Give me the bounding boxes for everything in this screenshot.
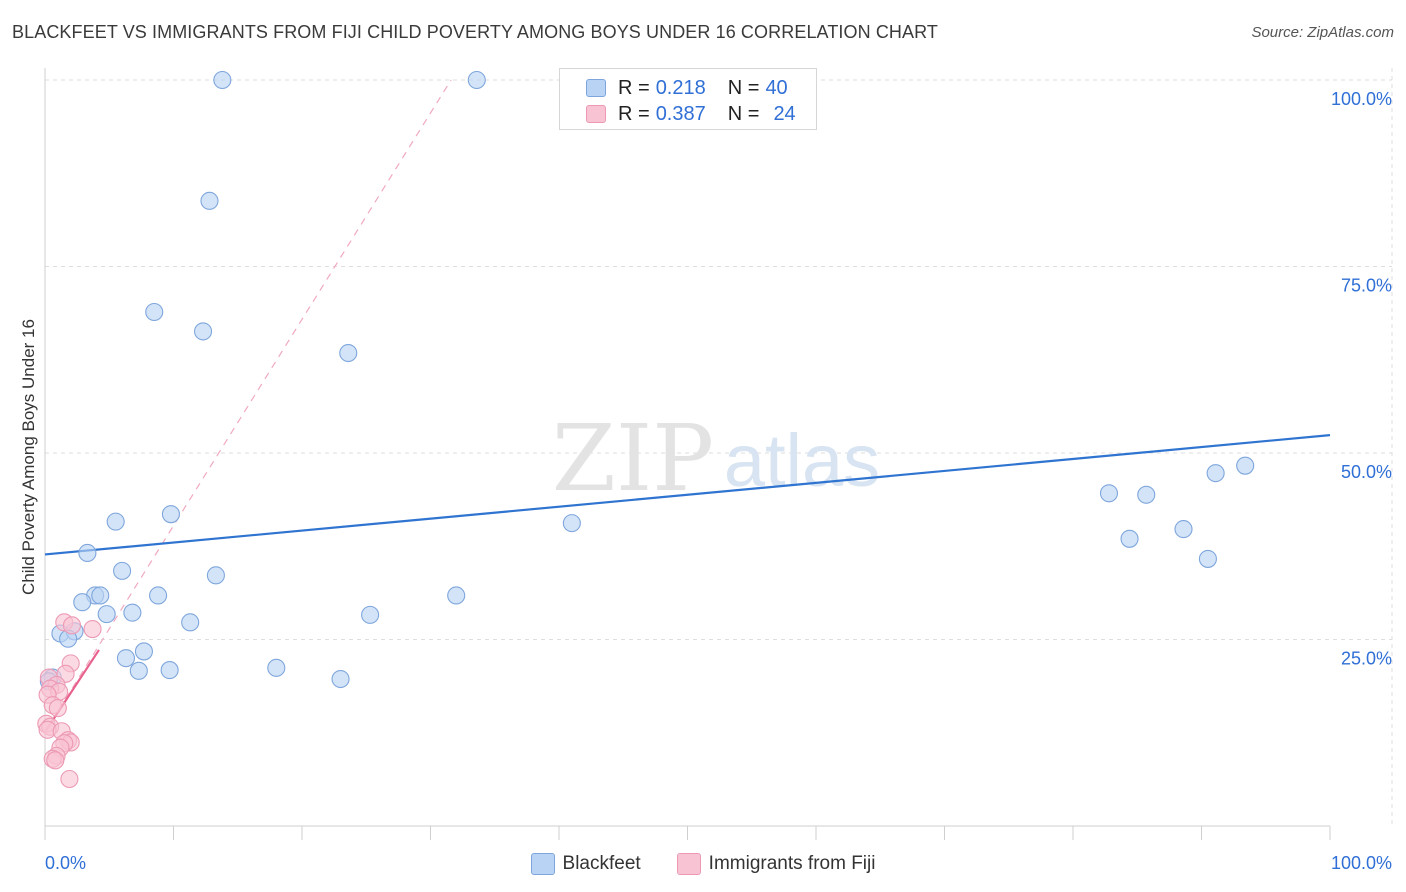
legend-n-value: 40 xyxy=(765,76,788,99)
point-blackfeet xyxy=(206,566,225,585)
point-blackfeet xyxy=(1137,485,1156,504)
point-blackfeet xyxy=(149,586,168,605)
legend-swatch-blackfeet xyxy=(586,79,606,97)
legend-n-value: 24 xyxy=(773,102,796,125)
point-blackfeet xyxy=(1198,549,1217,568)
point-blackfeet xyxy=(213,70,232,90)
legend-item-blackfeet[interactable]: Blackfeet xyxy=(530,853,641,875)
legend-r-label: R = xyxy=(618,76,650,99)
point-blackfeet xyxy=(339,343,358,363)
y-tick-label: 100.0% xyxy=(1331,89,1392,109)
chart-title: BLACKFEET VS IMMIGRANTS FROM FIJI CHILD … xyxy=(12,22,938,42)
x-tick-label: 0.0% xyxy=(45,853,86,873)
legend-row-blackfeet: R = 0.218 N = 40 xyxy=(586,76,788,100)
trend-fiji xyxy=(44,649,100,733)
y-tick-label: 75.0% xyxy=(1341,276,1392,296)
legend-n-label: N = xyxy=(727,102,760,125)
point-blackfeet xyxy=(134,642,153,661)
labels-layer: 25.0% 50.0% 75.0% 100.0% 0.0% 100.0% Child Pov… xyxy=(19,89,1392,873)
legend-series: Blackfeet Immigrants from Fiji xyxy=(0,850,1406,878)
legend-r-value: 0.387 xyxy=(655,102,706,125)
point-blackfeet xyxy=(1099,484,1119,503)
point-blackfeet xyxy=(267,658,286,677)
legend-swatch-blackfeet xyxy=(530,853,555,875)
point-blackfeet xyxy=(123,603,142,622)
point-blackfeet xyxy=(361,605,380,624)
trend-fiji-dashed xyxy=(44,79,452,733)
x-tick-label: 100.0% xyxy=(1331,853,1392,873)
legend-r-label: R = xyxy=(618,102,650,125)
point-blackfeet xyxy=(1120,529,1139,548)
legend-n-label: N = xyxy=(727,76,760,99)
point-fiji xyxy=(46,751,65,770)
point-blackfeet xyxy=(467,70,486,90)
legend-swatch-fiji xyxy=(676,853,701,875)
point-blackfeet xyxy=(106,512,125,531)
y-axis-label: Child Poverty Among Boys Under 16 xyxy=(19,319,38,595)
point-blackfeet xyxy=(200,191,219,210)
point-blackfeet xyxy=(78,543,97,563)
point-blackfeet xyxy=(91,586,110,605)
point-blackfeet xyxy=(116,649,136,668)
point-fiji xyxy=(62,616,82,635)
watermark: ZIP atlas xyxy=(552,405,880,512)
point-blackfeet xyxy=(160,661,179,680)
watermark-zip: ZIP xyxy=(552,405,714,512)
point-fiji xyxy=(60,769,79,789)
point-blackfeet xyxy=(161,505,180,524)
source-credit: Source: ZipAtlas.com xyxy=(1251,24,1394,41)
point-blackfeet xyxy=(113,561,132,580)
y-tick-label: 25.0% xyxy=(1341,649,1392,669)
point-blackfeet xyxy=(181,613,200,632)
point-fiji xyxy=(83,620,102,639)
point-blackfeet xyxy=(1236,456,1255,475)
legend-label-blackfeet: Blackfeet xyxy=(562,853,641,874)
point-blackfeet xyxy=(194,322,213,341)
point-blackfeet xyxy=(73,593,92,612)
point-blackfeet xyxy=(447,586,466,605)
point-blackfeet xyxy=(1174,520,1193,539)
point-blackfeet xyxy=(145,302,164,322)
grid-layer xyxy=(45,68,1393,826)
point-blackfeet xyxy=(129,661,148,680)
legend-label-fiji: Immigrants from Fiji xyxy=(708,853,876,874)
points-layer xyxy=(37,70,1255,789)
legend-item-fiji[interactable]: Immigrants from Fiji xyxy=(676,853,876,875)
legend-r-value: 0.218 xyxy=(655,76,706,99)
point-blackfeet xyxy=(97,605,116,624)
trend-layer xyxy=(44,79,1331,733)
trend-blackfeet xyxy=(44,434,1331,556)
point-blackfeet xyxy=(1206,464,1225,483)
legend-stats: R = 0.218 N = 40 R = 0.387 N = 24 xyxy=(559,68,817,130)
point-fiji xyxy=(48,699,67,718)
y-tick-label: 50.0% xyxy=(1341,462,1392,482)
point-blackfeet xyxy=(562,514,581,533)
point-blackfeet xyxy=(331,669,350,689)
legend-swatch-fiji xyxy=(586,105,606,123)
legend-row-fiji: R = 0.387 N = 24 xyxy=(586,102,796,126)
